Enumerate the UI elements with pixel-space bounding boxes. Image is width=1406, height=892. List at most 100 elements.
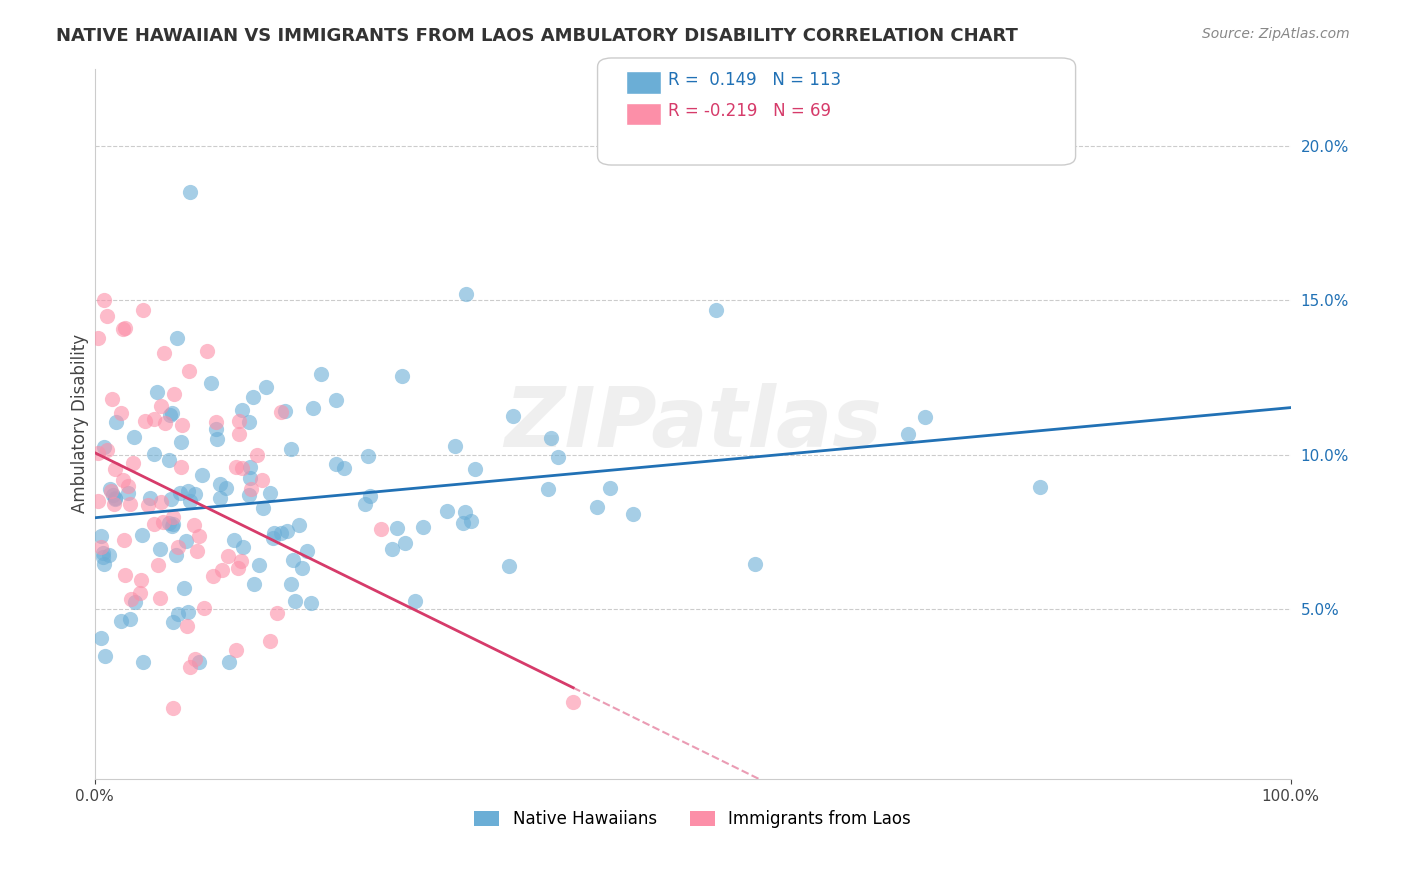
Native Hawaiians bbox=[160, 518, 183, 533]
Text: R = -0.219   N = 69: R = -0.219 N = 69 bbox=[668, 103, 831, 120]
Immigrants from Laos bbox=[93, 293, 115, 308]
Immigrants from Laos bbox=[111, 473, 134, 487]
Native Hawaiians bbox=[162, 615, 184, 630]
Native Hawaiians bbox=[169, 485, 191, 500]
Native Hawaiians bbox=[200, 376, 222, 391]
Native Hawaiians bbox=[98, 548, 121, 562]
Native Hawaiians bbox=[325, 457, 347, 471]
Native Hawaiians bbox=[464, 462, 486, 476]
Immigrants from Laos bbox=[225, 643, 247, 657]
Immigrants from Laos bbox=[87, 494, 110, 508]
Immigrants from Laos bbox=[129, 573, 152, 587]
Immigrants from Laos bbox=[142, 517, 165, 532]
Immigrants from Laos bbox=[228, 414, 250, 428]
Native Hawaiians bbox=[897, 427, 920, 442]
Native Hawaiians bbox=[238, 416, 260, 430]
Immigrants from Laos bbox=[87, 331, 110, 345]
Native Hawaiians bbox=[188, 655, 211, 669]
Immigrants from Laos bbox=[170, 417, 193, 432]
Native Hawaiians bbox=[215, 482, 238, 496]
Immigrants from Laos bbox=[201, 569, 224, 583]
Immigrants from Laos bbox=[134, 414, 156, 428]
Immigrants from Laos bbox=[146, 558, 169, 572]
Native Hawaiians bbox=[281, 552, 304, 566]
Immigrants from Laos bbox=[104, 462, 127, 476]
Native Hawaiians bbox=[454, 505, 477, 519]
Native Hawaiians bbox=[299, 597, 322, 611]
Immigrants from Laos bbox=[231, 461, 253, 475]
Immigrants from Laos bbox=[197, 344, 219, 359]
Native Hawaiians bbox=[94, 649, 117, 664]
Native Hawaiians bbox=[332, 461, 354, 475]
Native Hawaiians bbox=[160, 407, 183, 421]
Native Hawaiians bbox=[146, 385, 169, 400]
Native Hawaiians bbox=[160, 492, 183, 507]
Native Hawaiians bbox=[460, 514, 482, 528]
Text: R =  0.149   N = 113: R = 0.149 N = 113 bbox=[668, 71, 841, 89]
Native Hawaiians bbox=[454, 287, 477, 301]
Native Hawaiians bbox=[404, 594, 426, 608]
Immigrants from Laos bbox=[149, 591, 172, 605]
Native Hawaiians bbox=[502, 409, 524, 424]
Immigrants from Laos bbox=[259, 633, 281, 648]
Native Hawaiians bbox=[744, 558, 766, 572]
Native Hawaiians bbox=[263, 526, 285, 541]
Native Hawaiians bbox=[93, 557, 115, 571]
Immigrants from Laos bbox=[132, 302, 155, 317]
Immigrants from Laos bbox=[270, 404, 292, 418]
Immigrants from Laos bbox=[152, 515, 174, 529]
Native Hawaiians bbox=[387, 521, 409, 535]
Native Hawaiians bbox=[239, 471, 262, 485]
Native Hawaiians bbox=[165, 548, 187, 562]
Native Hawaiians bbox=[170, 435, 193, 450]
Native Hawaiians bbox=[204, 422, 226, 436]
Native Hawaiians bbox=[280, 442, 302, 456]
Native Hawaiians bbox=[270, 526, 292, 541]
Native Hawaiians bbox=[436, 504, 458, 518]
Native Hawaiians bbox=[301, 401, 323, 415]
Native Hawaiians bbox=[359, 489, 381, 503]
Immigrants from Laos bbox=[370, 522, 392, 536]
Immigrants from Laos bbox=[186, 543, 208, 558]
Immigrants from Laos bbox=[96, 309, 118, 323]
Immigrants from Laos bbox=[136, 498, 159, 512]
Immigrants from Laos bbox=[100, 392, 122, 407]
Immigrants from Laos bbox=[562, 695, 585, 709]
Native Hawaiians bbox=[540, 432, 562, 446]
Native Hawaiians bbox=[122, 430, 145, 444]
Native Hawaiians bbox=[208, 476, 231, 491]
Immigrants from Laos bbox=[150, 495, 173, 509]
Native Hawaiians bbox=[1029, 480, 1052, 494]
Native Hawaiians bbox=[117, 485, 139, 500]
Native Hawaiians bbox=[295, 544, 318, 558]
Immigrants from Laos bbox=[188, 529, 211, 543]
Immigrants from Laos bbox=[205, 416, 228, 430]
Native Hawaiians bbox=[238, 488, 260, 502]
Native Hawaiians bbox=[232, 540, 254, 554]
Native Hawaiians bbox=[218, 655, 240, 669]
Immigrants from Laos bbox=[226, 561, 249, 575]
Native Hawaiians bbox=[176, 533, 198, 548]
Native Hawaiians bbox=[162, 517, 184, 532]
Immigrants from Laos bbox=[225, 460, 247, 475]
Legend: Native Hawaiians, Immigrants from Laos: Native Hawaiians, Immigrants from Laos bbox=[468, 803, 918, 835]
Native Hawaiians bbox=[191, 467, 214, 482]
Immigrants from Laos bbox=[184, 652, 207, 666]
Native Hawaiians bbox=[381, 541, 404, 556]
Text: NATIVE HAWAIIAN VS IMMIGRANTS FROM LAOS AMBULATORY DISABILITY CORRELATION CHART: NATIVE HAWAIIAN VS IMMIGRANTS FROM LAOS … bbox=[56, 27, 1018, 45]
Native Hawaiians bbox=[177, 484, 200, 499]
Native Hawaiians bbox=[104, 415, 127, 429]
Immigrants from Laos bbox=[122, 456, 145, 470]
Immigrants from Laos bbox=[100, 483, 122, 498]
Native Hawaiians bbox=[914, 409, 936, 424]
Immigrants from Laos bbox=[149, 399, 172, 413]
Native Hawaiians bbox=[537, 483, 560, 497]
Native Hawaiians bbox=[704, 303, 727, 318]
Native Hawaiians bbox=[273, 404, 295, 418]
Native Hawaiians bbox=[138, 491, 160, 505]
Immigrants from Laos bbox=[193, 601, 215, 615]
Native Hawaiians bbox=[90, 529, 112, 543]
Native Hawaiians bbox=[259, 486, 281, 500]
Native Hawaiians bbox=[157, 452, 180, 467]
Immigrants from Laos bbox=[167, 540, 190, 554]
